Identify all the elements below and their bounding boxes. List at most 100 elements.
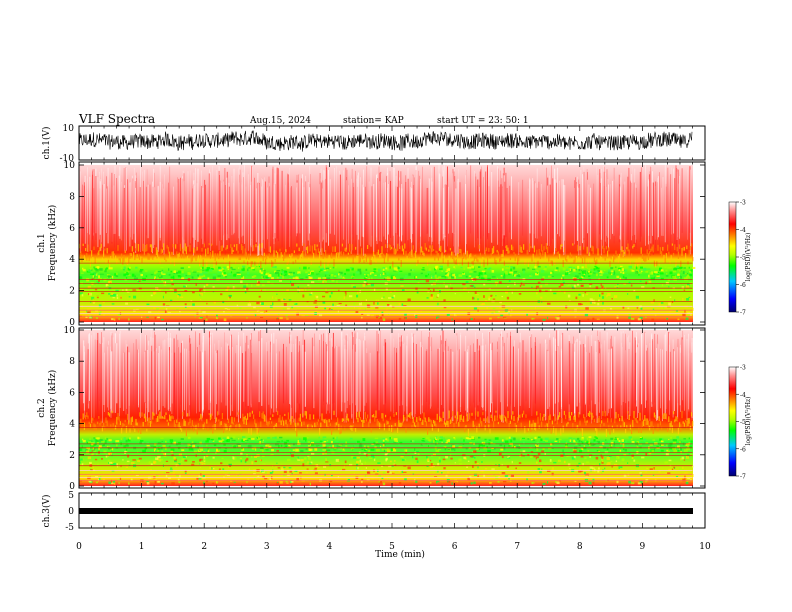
ch1-spectrogram-low-speckle (260, 289, 262, 292)
ch1-spectrogram-floor-speckle (579, 246, 581, 251)
ch2-spectrogram-low-speckle (597, 470, 600, 473)
ch2-spectrogram-low-speckle (401, 470, 404, 474)
ch1-spectrogram-floor-speckle (111, 251, 113, 259)
ch1-spectrogram-low-speckle (503, 316, 507, 318)
ch2-spectrogram-band-speckle (305, 436, 309, 439)
ch2-spectrogram-low-speckle (146, 466, 148, 469)
ch2-spectrogram-band-speckle (535, 441, 540, 445)
ch2-spectrogram-floor-speckle (664, 412, 666, 420)
ch1-spectrogram-floor-speckle (427, 259, 429, 266)
ch1-spectrogram-band-speckle (364, 273, 366, 276)
ch2-spectrogram-floor-speckle (421, 422, 423, 425)
ch1-spectrogram-floor-speckle (640, 247, 642, 254)
ch1-spectrogram-floor-speckle (352, 255, 354, 263)
ch2-spectrogram-floor-speckle (305, 411, 307, 419)
ch2-spectrogram-low-speckle (393, 464, 397, 466)
ch2-spectrogram-band-speckle (686, 443, 690, 446)
ch2-spectrogram-floor-speckle (428, 417, 430, 422)
ch1-spectrogram-floor-speckle (559, 253, 561, 259)
ch1-spectrogram-floor-speckle (181, 254, 183, 259)
ch2-spectrogram-floor-speckle (307, 424, 309, 429)
ch1-spectrogram-low-speckle (176, 308, 179, 311)
ch2-spectrogram-low-speckle (654, 478, 657, 482)
ch1-spectrogram-low-speckle (162, 295, 164, 299)
ch1-spectrogram-floor-speckle (308, 257, 310, 261)
ch1-spectrogram-band-speckle (610, 267, 614, 270)
ch1-spectrogram-low-speckle (691, 307, 694, 311)
ch1-spectrogram-band-speckle (382, 267, 386, 270)
ch1-spectrogram-low-speckle (165, 308, 168, 311)
ch1-spectrogram-low-speckle (261, 302, 264, 305)
ch1-spectrogram-low-speckle (174, 288, 177, 292)
figure-title: VLF Spectra (78, 112, 155, 126)
ch2-spectrogram-floor-speckle (655, 414, 657, 419)
ch2-spectrogram-floor-speckle (607, 418, 609, 423)
ch1-spectrogram-band-speckle (458, 274, 463, 277)
ch2-spectrogram-band-speckle (334, 447, 337, 450)
ch2-spectrogram-low-speckle (361, 480, 363, 483)
ch2-spectrogram-band-speckle (299, 438, 301, 440)
ch2-spectrogram-band-speckle (453, 437, 455, 439)
ch2-spectrogram-low-speckle (314, 472, 318, 475)
ch1-spectrogram-floor-speckle (685, 253, 687, 260)
ch1-spectrogram-floor-speckle (581, 258, 583, 264)
ch2-spectrogram-low-speckle (438, 456, 441, 460)
ch1-spectrogram-floor-speckle (668, 251, 670, 255)
ch2-spectrogram-floor-speckle (545, 423, 547, 427)
ch2-spectrogram-floor-speckle (419, 418, 421, 421)
ch1-spectrogram-floor-speckle (592, 246, 594, 255)
ch1-spectrogram-low-speckle (407, 298, 411, 302)
ch1-spectrogram-band-speckle (595, 273, 598, 277)
ch1-ytick-bottom: -10 (60, 154, 75, 164)
ch1-spectrogram-low-speckle (264, 304, 267, 307)
ch1-spectrogram-floor-speckle (329, 258, 331, 262)
ch1-spectrogram-band-speckle (682, 271, 685, 274)
ch1-spectrogram-low-speckle (522, 284, 525, 286)
ch1-spectrogram-low-speckle (477, 298, 479, 301)
ch1-spectrogram-band-speckle (203, 277, 208, 280)
ch2-spectrogram-band-speckle (281, 442, 285, 445)
ch2-spectrogram-band-speckle (670, 437, 672, 439)
ch2-spectrogram-band-speckle (181, 449, 185, 452)
ch2-spectrogram-low-speckle (165, 452, 167, 456)
ch2-spectrogram-floor-speckle (137, 429, 139, 433)
ch1-spectrogram-band-speckle (267, 272, 269, 276)
ch2-spectrogram-band-speckle (580, 447, 583, 450)
ch2-spectrogram-band-speckle (330, 440, 333, 444)
ch2-spectrogram-floor-speckle (343, 418, 345, 421)
ch2-spectrogram-floor-speckle (587, 412, 589, 417)
ch1-spectrogram-low-speckle (599, 294, 601, 297)
ch1-spectrogram-low-speckle (345, 304, 348, 307)
ch2-spectrogram-low-speckle (314, 467, 318, 470)
ch1-spectrogram-floor-speckle (676, 247, 678, 252)
ch2-spectrogram-floor-speckle (229, 426, 231, 431)
ch2-spectrogram-low-speckle (299, 472, 302, 474)
ch2-spectrogram-detail (78, 330, 694, 486)
ch1-spectrogram-band-speckle (145, 275, 148, 278)
ch2-spectrogram-band-speckle (613, 441, 615, 445)
ch1-spectrogram-low-speckle (80, 288, 84, 290)
ch2-spectrogram-low-speckle (682, 466, 684, 469)
ch1-spectrogram-band-speckle (197, 274, 200, 277)
ch1-spectrogram-low-speckle (267, 281, 270, 283)
ch1-spectrogram-low-speckle (584, 313, 589, 317)
ch1-spectrogram-floor-speckle (644, 257, 646, 262)
ch2-spectrogram-low-speckle (315, 476, 319, 478)
date-label: Aug.15, 2024 (249, 116, 311, 126)
ch1-spectrogram-low-speckle (500, 314, 504, 317)
ch1-spectrogram-band-speckle (317, 277, 321, 281)
ch2-spectrogram-floor-speckle (451, 417, 453, 424)
ch1-spectrogram-floor-speckle (682, 247, 684, 251)
ch1-spectrogram-band-speckle (639, 268, 641, 272)
ch2-spectrogram-low-speckle (293, 468, 295, 471)
ch1-spectrogram-band-speckle (230, 266, 234, 269)
ch1-spectrogram-low-speckle (587, 318, 590, 321)
ch2-spectrogram-floor-speckle (80, 418, 82, 423)
ch1-spectrogram-band-speckle (408, 272, 411, 276)
ch1-spectrogram-band-speckle (542, 276, 545, 279)
ch2-spectrogram-low-speckle (126, 468, 128, 470)
ch1-spectrogram-floor-speckle (434, 257, 436, 261)
ch1-spectrogram-low-speckle (591, 299, 595, 302)
ch1-spectrogram-low-speckle (405, 316, 407, 320)
